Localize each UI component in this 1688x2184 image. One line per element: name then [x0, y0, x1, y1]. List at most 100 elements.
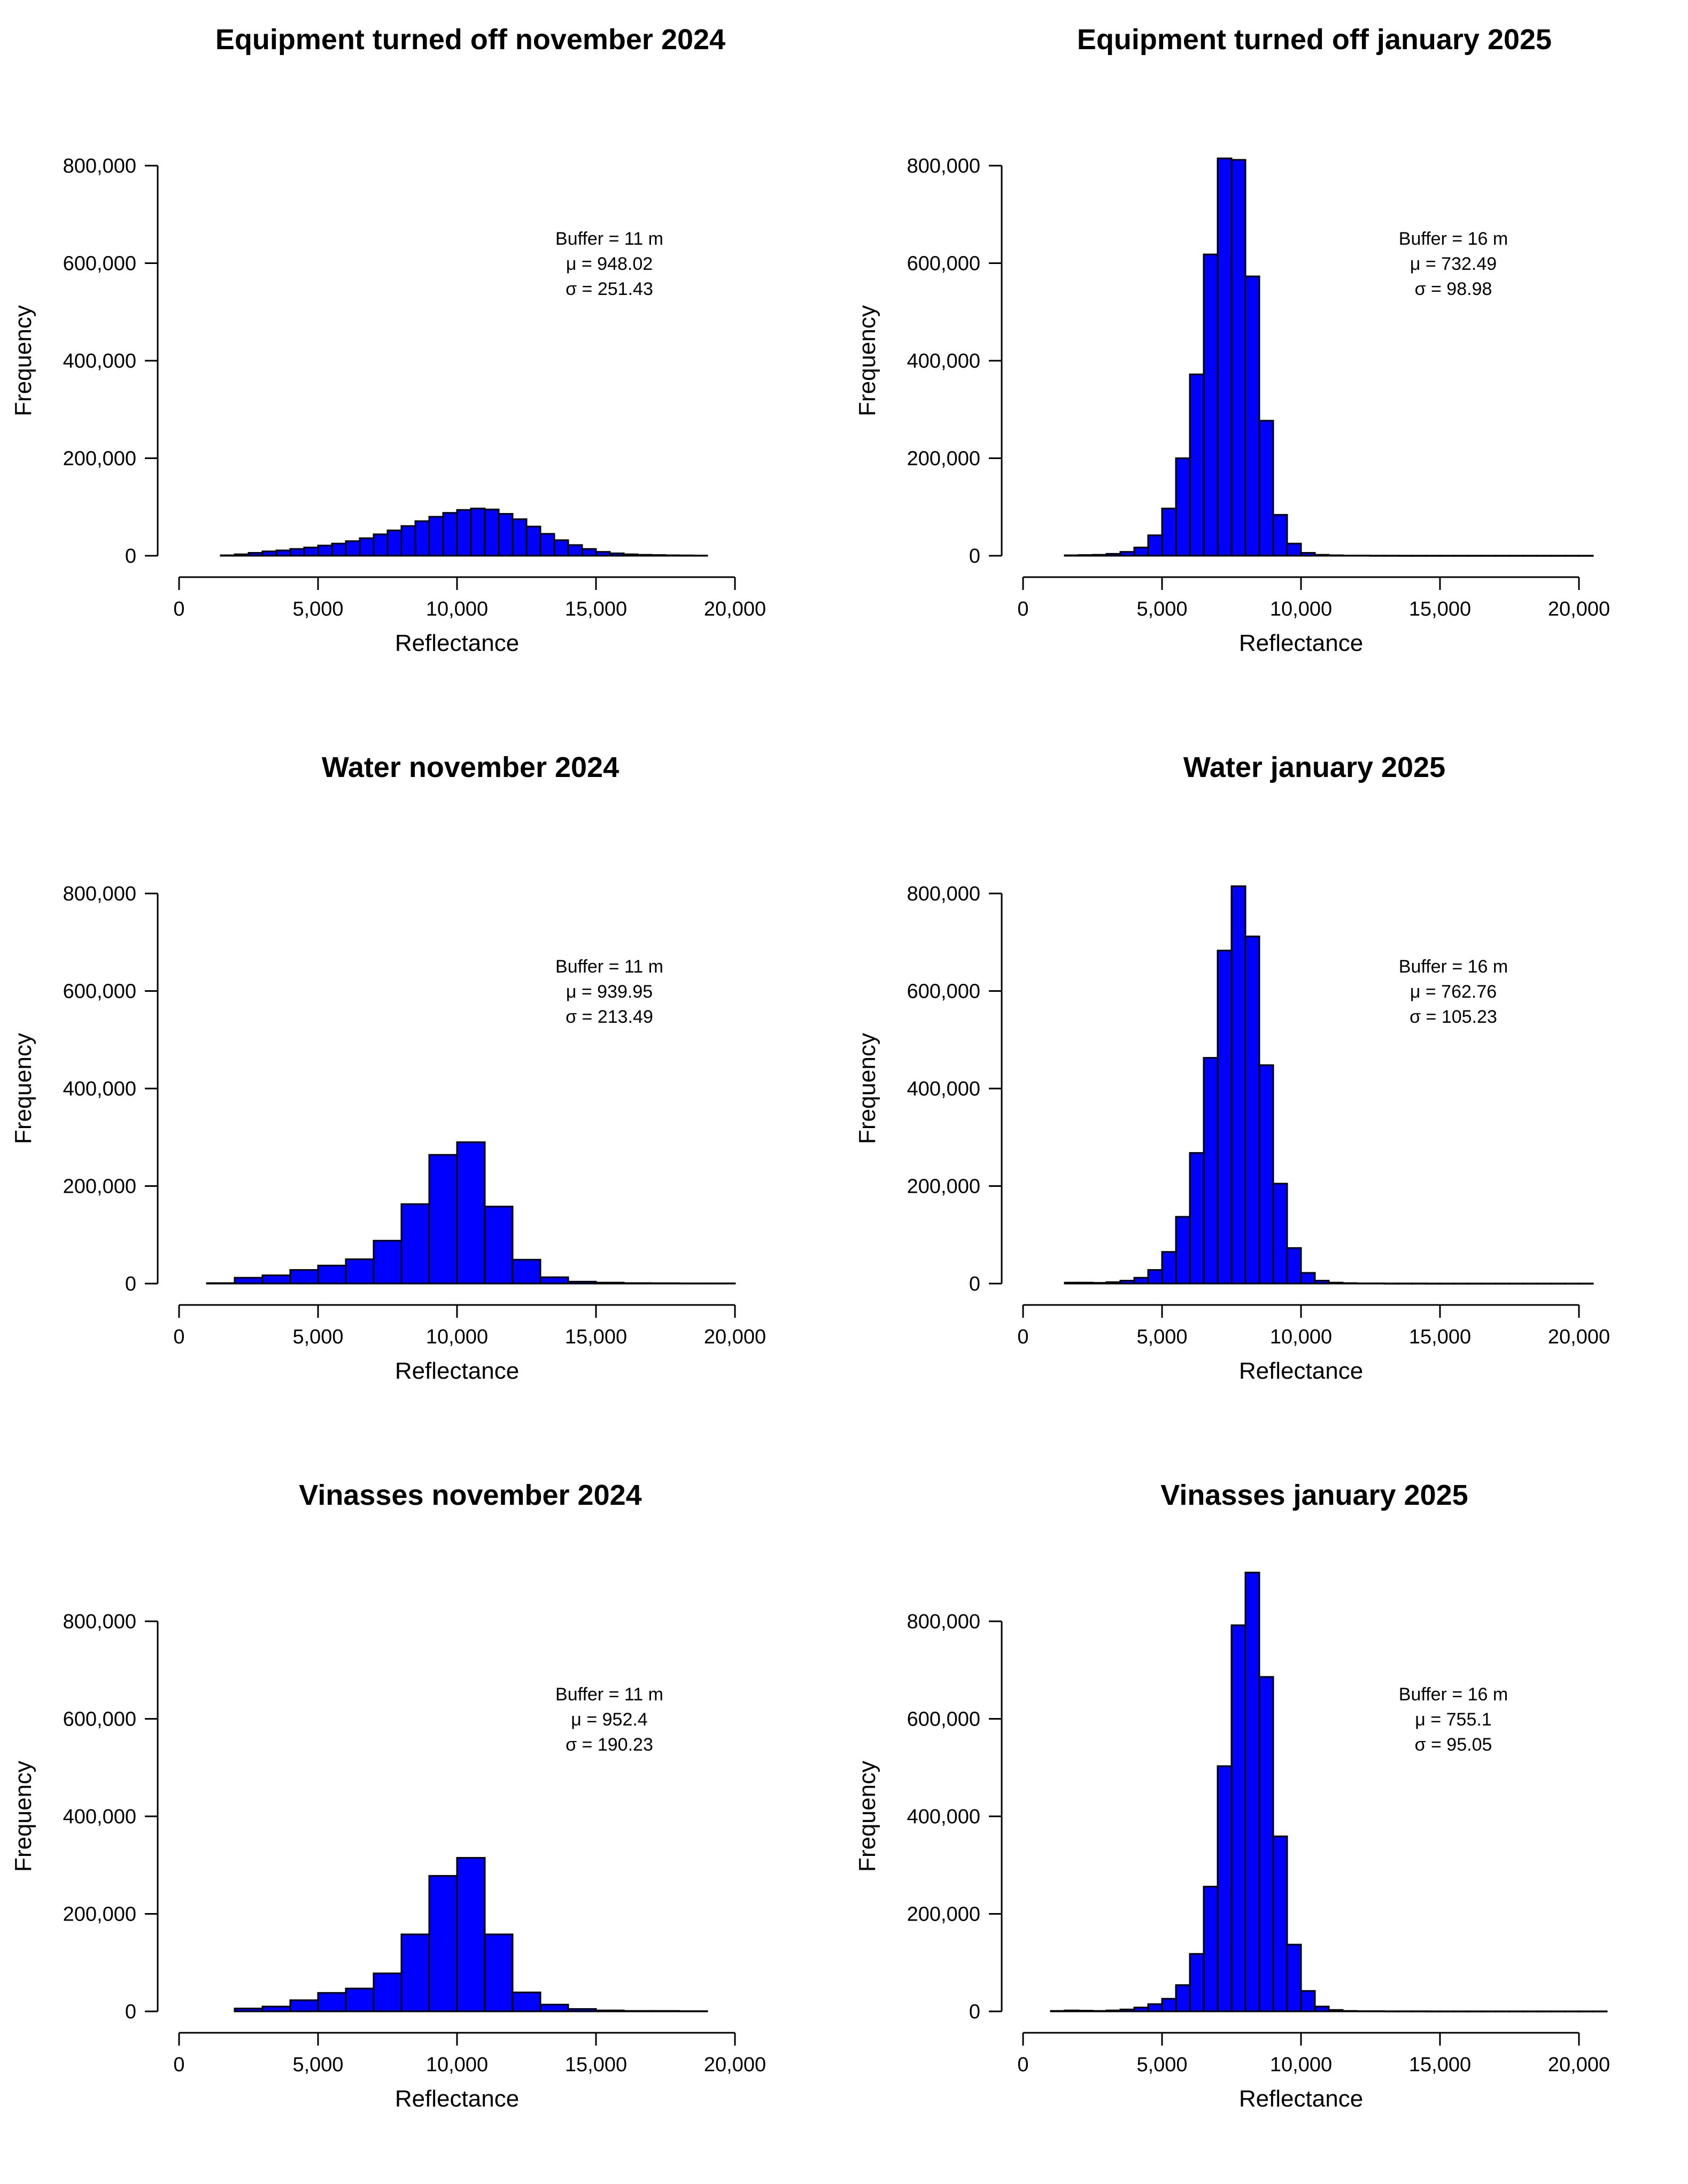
std-dev-label: σ = 105.23	[1410, 1007, 1497, 1027]
x-tick-label: 15,000	[1409, 2054, 1471, 2076]
y-tick-label: 200,000	[907, 448, 980, 470]
histogram-bar	[1397, 2010, 1413, 2012]
y-axis-label: Frequency	[10, 1033, 36, 1144]
chart-title: Water november 2024	[322, 751, 619, 783]
histogram-bar	[1356, 2010, 1372, 2012]
x-tick-label: 5,000	[292, 1326, 343, 1348]
histogram-bar	[386, 530, 402, 557]
bars	[234, 1857, 708, 2012]
histogram-bar	[1244, 935, 1260, 1285]
panel-equipment-jan-2025: Equipment turned off january 2025 0 5,000 1…	[844, 0, 1688, 728]
bars	[1064, 885, 1594, 1285]
histogram-chart: Vinasses january 2025 0 5,000 10,000 15,000 2…	[854, 1479, 1610, 2112]
y-tick-label: 200,000	[63, 448, 136, 470]
y-tick-label: 200,000	[63, 1903, 136, 1926]
mean-label: μ = 762.76	[1410, 982, 1497, 1002]
histogram-bar	[289, 548, 305, 557]
histogram-bar	[1592, 2010, 1608, 2012]
chart-title: Equipment turned off january 2025	[1077, 24, 1552, 56]
histogram-bar	[303, 546, 319, 557]
x-axis: 0 5,000 10,000 15,000 20,000	[1017, 1304, 1610, 1348]
x-axis-label: Reflectance	[1239, 630, 1363, 656]
x-tick-label: 20,000	[704, 598, 766, 620]
histogram-bar	[470, 507, 486, 557]
y-tick-label: 0	[125, 545, 136, 568]
y-tick-label: 0	[969, 2001, 980, 2023]
histogram-bar	[623, 1282, 653, 1285]
histogram-bar	[1286, 1944, 1302, 2012]
y-axis-label: Frequency	[10, 305, 36, 416]
histogram-bar	[651, 1282, 680, 1285]
panel-vinasses-nov-2024: Vinasses november 2024 0 5,000 10,000 15,000…	[0, 1456, 844, 2183]
mean-label: μ = 732.49	[1410, 254, 1497, 274]
histogram-bar	[1230, 1624, 1246, 2012]
histogram-bar	[512, 1258, 541, 1285]
histogram-bar	[1328, 2009, 1344, 2012]
histogram-bar	[220, 554, 236, 557]
histogram-bar	[539, 533, 555, 557]
std-dev-label: σ = 190.23	[566, 1735, 653, 1755]
y-tick-label: 600,000	[907, 1708, 980, 1731]
y-axis: 0 200,000 400,000 600,000 800,000	[907, 1611, 1003, 2023]
y-tick-label: 0	[969, 1273, 980, 1295]
x-tick-label: 0	[1017, 2054, 1028, 2076]
histogram-bar	[637, 554, 653, 557]
y-tick-label: 400,000	[63, 1078, 136, 1100]
x-axis: 0 5,000 10,000 15,000 20,000	[173, 576, 766, 620]
histogram-bar	[1203, 1057, 1219, 1285]
panel-water-jan-2025: Water january 2025 0 5,000 10,000 15,000 20,0…	[844, 728, 1688, 1456]
y-tick-label: 800,000	[907, 155, 980, 177]
histogram-bar	[1064, 2009, 1080, 2012]
histogram-bar	[1314, 554, 1330, 557]
histogram-bar	[1439, 2010, 1455, 2012]
histogram-bar	[1314, 1280, 1330, 1285]
bars	[1064, 157, 1594, 557]
mean-label: μ = 952.4	[571, 1709, 647, 1730]
buffer-label: Buffer = 16 m	[1399, 229, 1508, 249]
histogram-bar	[1189, 1953, 1205, 2012]
mean-label: μ = 755.1	[1415, 1709, 1491, 1730]
x-tick-label: 5,000	[292, 2054, 343, 2076]
histogram-bar	[567, 2008, 597, 2012]
x-tick-label: 0	[173, 1326, 184, 1348]
mean-label: μ = 939.95	[566, 982, 653, 1002]
histogram-bar	[1383, 2010, 1399, 2012]
x-tick-label: 20,000	[1548, 1326, 1610, 1348]
histogram-bar	[1105, 553, 1121, 557]
x-tick-label: 10,000	[1270, 598, 1332, 620]
histogram-bar	[1091, 554, 1108, 557]
stats-annotation: Buffer = 16 m μ = 732.49 σ = 98.98	[1399, 229, 1508, 299]
histogram-bar	[1453, 2010, 1469, 2012]
histogram-bar	[1217, 950, 1233, 1285]
histogram-bar	[1300, 1272, 1316, 1285]
histogram-bar	[1064, 1281, 1080, 1285]
histogram-bar	[400, 1933, 430, 2012]
histogram-bar	[1119, 1280, 1135, 1285]
panel-equipment-nov-2024: Equipment turned off november 2024 0 5,000…	[0, 0, 844, 728]
histogram-bar	[261, 2006, 291, 2012]
y-tick-label: 200,000	[907, 1176, 980, 1198]
histogram-bar	[456, 1141, 486, 1285]
x-tick-label: 5,000	[1136, 2054, 1187, 2076]
chart-title: Vinasses november 2024	[299, 1479, 641, 1511]
histogram-bar	[331, 542, 347, 557]
histogram-bar	[261, 1274, 291, 1285]
histogram-bar	[1203, 1885, 1219, 2012]
x-axis: 0 5,000 10,000 15,000 20,000	[173, 1304, 766, 1348]
x-tick-label: 0	[173, 598, 184, 620]
histogram-bar	[595, 2009, 625, 2012]
histogram-bar	[234, 1277, 264, 1285]
y-axis: 0 200,000 400,000 600,000 800,000	[907, 883, 1003, 1295]
histogram-bar	[456, 1857, 486, 2012]
histogram-bar	[1564, 2010, 1580, 2012]
x-tick-label: 15,000	[1409, 1326, 1471, 1348]
histogram-bar	[247, 552, 264, 557]
x-axis-label: Reflectance	[395, 630, 519, 656]
histogram-bar	[1314, 2006, 1330, 2012]
y-axis-label: Frequency	[854, 305, 880, 416]
histogram-bar	[428, 1154, 458, 1285]
histogram-bar	[400, 1203, 430, 1285]
std-dev-label: σ = 98.98	[1415, 279, 1492, 299]
histogram-bar	[1272, 1183, 1288, 1285]
